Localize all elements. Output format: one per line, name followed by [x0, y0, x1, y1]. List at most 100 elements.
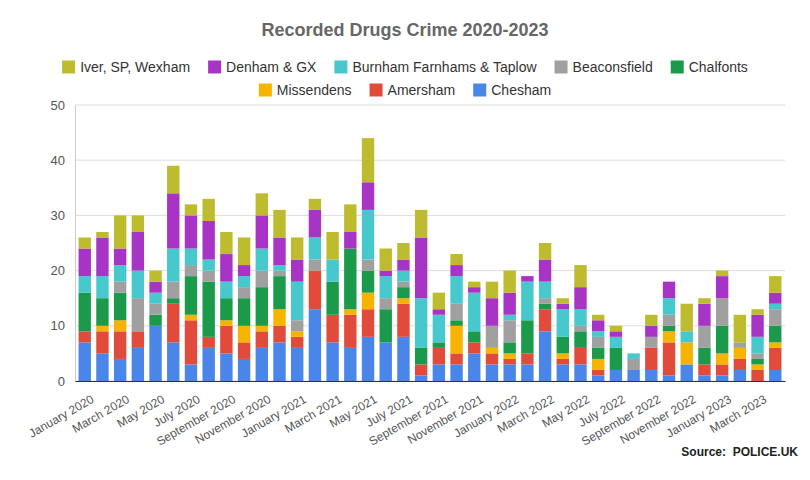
bar-segment — [96, 331, 108, 353]
bar-segment — [433, 348, 445, 365]
bar-segment — [521, 364, 533, 381]
bar-segment — [344, 249, 356, 310]
legend-item: Missendens — [259, 82, 352, 98]
bar-segment — [291, 337, 303, 348]
y-tick-label: 50 — [51, 98, 65, 113]
bar-segment — [574, 265, 586, 287]
bar-segment — [433, 309, 445, 315]
bar-segment — [362, 260, 374, 271]
grid-line — [75, 270, 785, 271]
bar-segment — [326, 232, 338, 260]
bar-segment — [114, 293, 126, 321]
bar-segment — [149, 271, 161, 282]
bar-segment — [185, 276, 197, 315]
bar-segment — [716, 276, 728, 298]
bar-segment — [132, 215, 144, 232]
bar-segment — [734, 348, 746, 359]
bar-segment — [291, 260, 303, 282]
bar-segment — [273, 309, 285, 326]
bar-segment — [468, 293, 480, 332]
y-tick-label: 20 — [51, 263, 65, 278]
bar-segment — [273, 237, 285, 265]
x-tick: January 2022 — [451, 381, 521, 441]
bar-segment — [698, 298, 710, 304]
bar-segment — [132, 348, 144, 381]
bar-segment — [291, 331, 303, 337]
bar-segment — [521, 282, 533, 321]
bar-segment — [397, 282, 409, 288]
bar-segment — [256, 348, 268, 381]
legend-label: Amersham — [388, 82, 456, 98]
bar-segment — [610, 326, 622, 332]
bar-segment — [326, 342, 338, 381]
legend-label: Denham & GX — [226, 59, 317, 75]
bar-segment — [450, 276, 462, 304]
bar-segment — [256, 326, 268, 332]
bar-segment — [610, 337, 622, 348]
y-tick-label: 30 — [51, 208, 65, 223]
bar-segment — [238, 265, 250, 276]
legend-swatch — [62, 61, 75, 74]
bar-segment — [380, 342, 392, 381]
bar-segment — [450, 254, 462, 265]
bar-segment — [96, 237, 108, 276]
bar-segment — [344, 309, 356, 315]
legend-label: Beaconsfield — [573, 59, 653, 75]
bar-segment — [468, 287, 480, 293]
bar-segment — [769, 276, 781, 293]
series — [79, 249, 782, 370]
bar-segment — [202, 282, 214, 337]
bar-segment — [273, 210, 285, 238]
bar-segment — [769, 326, 781, 343]
bar-segment — [362, 271, 374, 293]
bar-segment — [220, 353, 232, 381]
grid-line — [75, 160, 785, 161]
bar-segment — [681, 342, 693, 364]
bar-segment — [273, 326, 285, 343]
bar-segment — [627, 359, 639, 370]
bar-segment — [592, 359, 604, 370]
bar-segment — [202, 337, 214, 348]
bar-segment — [769, 304, 781, 310]
chart: Recorded Drugs Crime 2020-20230102030405… — [0, 0, 810, 480]
title: Recorded Drugs Crime 2020-2023 — [261, 20, 548, 40]
bar-segment — [645, 315, 657, 326]
bar-segment — [397, 271, 409, 282]
bar-segment — [167, 304, 179, 343]
bar-segment — [574, 309, 586, 326]
legend-item: Amersham — [370, 82, 456, 98]
grid-line — [75, 215, 785, 216]
bar-segment — [468, 342, 480, 353]
bar-segment — [309, 260, 321, 271]
bar-segment — [220, 254, 232, 282]
bar-segment — [220, 320, 232, 326]
bar-segment — [397, 260, 409, 271]
bar-segment — [96, 326, 108, 332]
bar-segment — [433, 364, 445, 381]
bar-segment — [397, 298, 409, 304]
series — [79, 138, 782, 342]
bar-segment — [769, 348, 781, 370]
bar-segment — [326, 260, 338, 282]
x-tick-label: March 2023 — [707, 392, 769, 436]
bar-segment — [663, 331, 675, 342]
bar-segment — [344, 232, 356, 249]
bar-segment — [734, 359, 746, 370]
y-tick-label: 10 — [51, 318, 65, 333]
bar-segment — [557, 298, 569, 304]
legend-swatch — [671, 61, 684, 74]
bar-segment — [397, 304, 409, 337]
bar-segment — [557, 337, 569, 354]
bar-segment — [167, 298, 179, 304]
bar-segment — [769, 309, 781, 326]
bar-segment — [486, 353, 498, 364]
bar-segment — [79, 276, 91, 293]
bar-segment — [167, 166, 179, 194]
x-tick: November 2020 — [192, 381, 273, 447]
bar-segment — [362, 309, 374, 337]
x-axis-line — [76, 381, 786, 382]
bar-segment — [663, 375, 675, 381]
bar-segment — [114, 215, 126, 248]
bar-segment — [149, 315, 161, 326]
bar-segment — [238, 287, 250, 298]
